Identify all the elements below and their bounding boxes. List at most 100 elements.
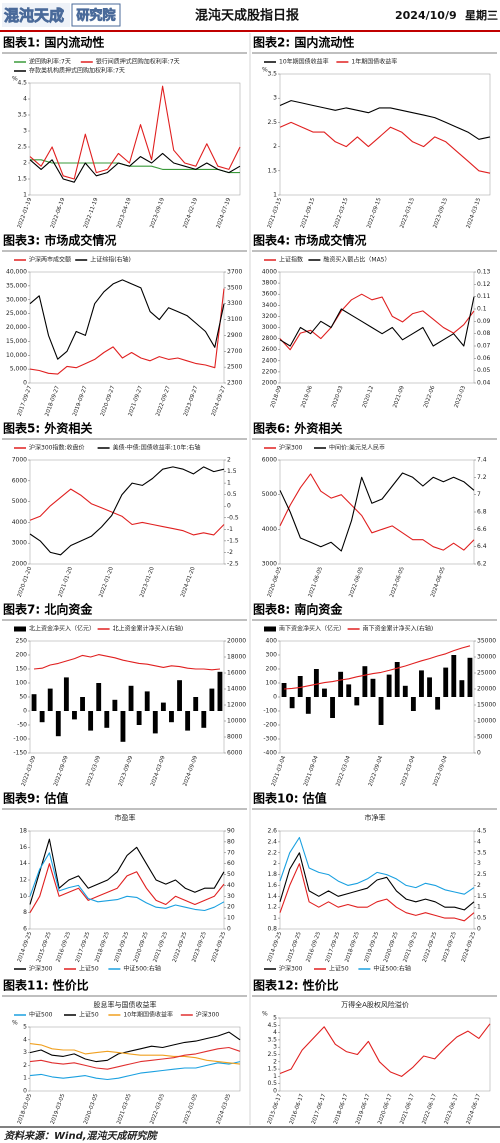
panel-heading: 图表6: 外资相关 [253,421,342,436]
bar [451,655,457,697]
y-tick-label: 3 [273,1044,277,1051]
x-tick-label: 2024-03-09 [150,755,167,788]
y-tick-label: 1.4 [267,893,277,900]
y-tick-label: 1.5 [267,167,277,174]
bar [410,697,416,711]
chart-subtitle: 市盈率 [115,813,136,822]
y-tick-label: -200 [263,722,277,729]
x-tick-label: 2024-01-20 [180,566,197,599]
x-tick-label: 2022-09-04 [368,755,385,788]
legend-label: 南下资金累计净买入(右轴) [363,625,434,633]
y-tick-label: 40,000 [6,269,27,276]
x-tick-label: 2024-06-17 [466,1093,483,1126]
y-tick-label: 3400 [262,302,277,309]
series-line [279,293,475,351]
y-tick-label: 3000 [262,561,277,568]
y2-tick-label: 1.5 [477,893,487,900]
y-tick-label: 18 [19,828,27,835]
x-tick-label: 2023-09-09 [118,755,135,788]
x-tick-label: 2015-09-25 [286,931,303,964]
y-tick-label: 2.5 [267,1051,277,1058]
y2-tick-label: 3700 [227,269,242,276]
series-line [29,1046,241,1070]
x-tick-label: 2020-09-27 [100,385,117,418]
y2-tick-label: 1 [227,480,231,487]
panel-heading: 图表1: 国内流动性 [3,35,104,50]
x-tick-label: 2023-04-19 [116,197,133,230]
bar [128,685,134,711]
y2-tick-label: 30 [227,893,235,900]
bar [459,680,465,697]
y-tick-label: 7000 [12,457,27,464]
series-line [279,852,475,911]
y-tick-label: -100 [263,708,277,715]
bar [297,676,303,697]
legend-label: 上证综指(右轴) [90,256,131,264]
y2-tick-label: 20 [227,904,235,911]
y-tick-label: 2 [273,1058,277,1065]
y-tick-label: 2.2 [267,849,277,856]
y2-tick-label: -2.5 [227,561,239,568]
legend-label: 中证500 [29,1011,53,1019]
x-tick-label: 2020-01-20 [17,566,34,599]
y-tick-label: 3 [23,1049,27,1056]
y2-tick-label: 14000 [227,686,246,693]
y-tick-label: 10,000 [6,352,27,359]
legend-label: 美债-中债:国债收益率:10年:右轴 [113,444,201,452]
x-tick-label: 2018-03-05 [17,1093,34,1126]
series-line [29,863,225,913]
x-tick-label: 2018-09-25 [344,931,361,964]
y-tick-label: 35,000 [6,282,27,289]
y2-tick-label: 4 [477,838,481,845]
x-tick-label: 2015-06-17 [267,1093,284,1126]
x-tick-label: 2023-06-05 [389,566,406,599]
y-tick-label: 3.5 [267,1036,277,1043]
panel-heading: 图表3: 市场成交情况 [3,233,116,248]
chart-subtitle: 万得全A股权风险溢价 [341,1000,409,1009]
bar [305,697,311,714]
x-tick-label: 2021-06-05 [308,566,325,599]
y2-tick-label: 0.5 [227,491,237,498]
bar [217,671,223,711]
x-tick-label: 2023-09-04 [432,755,449,788]
y-tick-label: 3 [23,128,27,135]
legend-label: 沪深300 [196,1011,220,1019]
plot-frame [29,459,225,565]
y-tick-label: 100 [16,680,28,687]
y2-tick-label: 2500 [227,364,242,371]
bar [338,671,344,697]
y-tick-label: 3800 [262,280,277,287]
x-tick-label: 2022-09-25 [172,931,189,964]
x-tick-label: 2021-01-20 [58,566,75,599]
x-tick-label: 2022-01-20 [98,566,115,599]
bar [467,657,473,697]
y2-tick-label: 20000 [477,686,496,693]
y-tick-label: 3000 [12,540,27,547]
series-line [29,1031,241,1063]
y2-tick-label: 90 [227,828,235,835]
legend-label: 上证50 [79,965,99,973]
y-tick-label: 250 [16,638,28,645]
y-tick-label: 4000 [262,526,277,533]
legend-label: 银行间质押式回购加权利率:7天 [96,58,180,66]
bar [88,711,94,731]
y-unit: % [12,76,18,83]
y2-tick-label: 30000 [477,654,496,661]
logo-box-text: 研究院 [76,8,115,24]
y-tick-label: 3 [273,95,277,102]
x-tick-label: 2014-09-25 [17,931,34,964]
legend-label: 10年期国债收益率 [279,58,329,66]
x-tick-label: 2024-03-05 [216,1093,233,1126]
bar [39,711,45,723]
x-tick-label: 2024-09-25 [461,931,478,964]
x-tick-label: 2024-02-19 [183,197,200,230]
panel-heading: 图表11: 性价比 [3,978,89,993]
bar [346,684,352,697]
y-tick-label: 0 [273,694,277,701]
y2-tick-label: 0.12 [477,281,491,288]
y-tick-label: 4000 [262,269,277,276]
x-tick-label: 2020-12 [362,385,375,409]
bar [185,711,191,731]
panel-heading: 图表9: 估值 [3,791,68,806]
y2-tick-label: 60 [227,860,235,867]
